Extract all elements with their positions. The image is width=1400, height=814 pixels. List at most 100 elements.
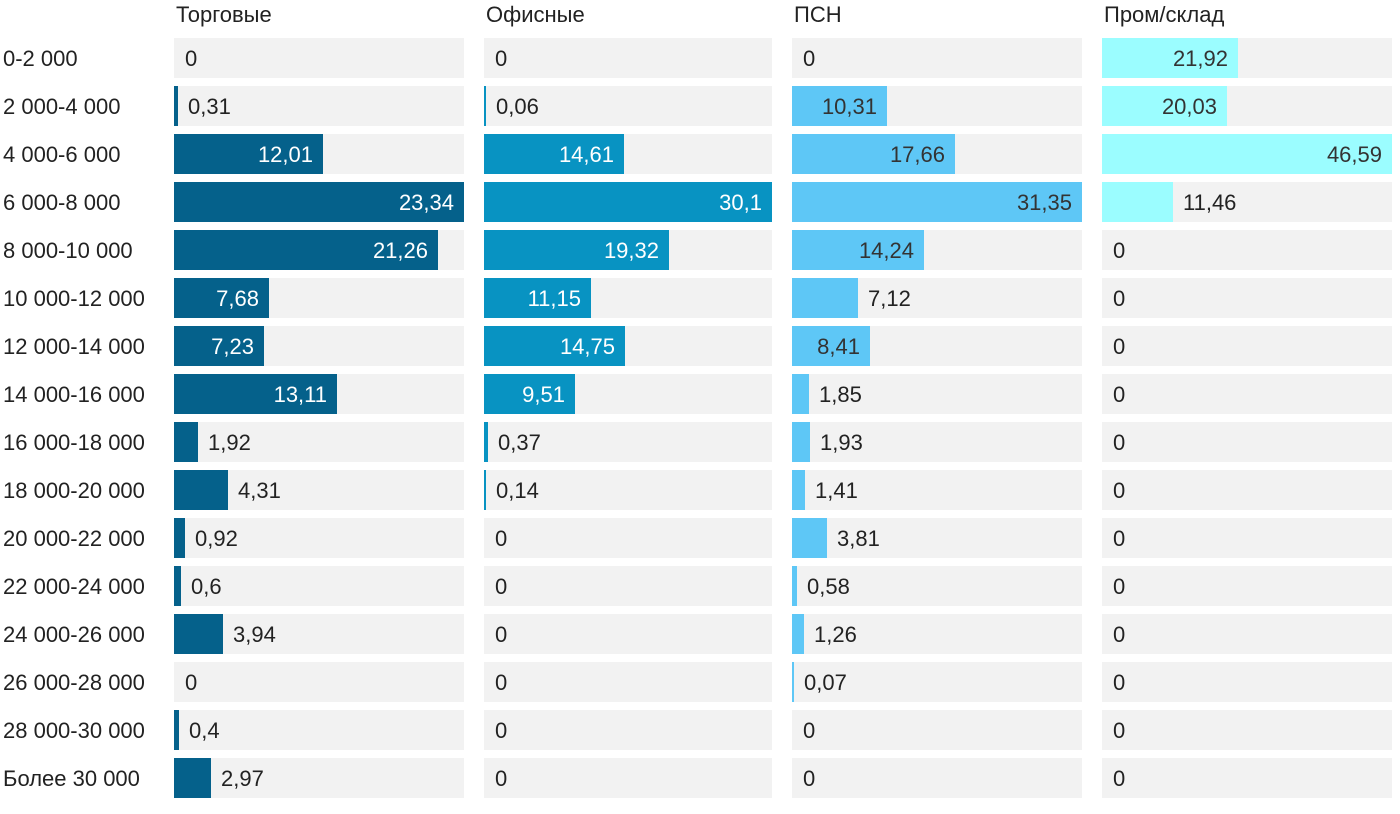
data-label: 19,32	[604, 238, 659, 263]
data-label: 0	[1113, 622, 1125, 647]
category-label: 10 000-12 000	[3, 286, 145, 311]
bar-track	[1102, 614, 1392, 654]
bar	[174, 518, 185, 558]
bar	[1102, 38, 1238, 78]
bar-track	[174, 38, 464, 78]
data-label: 1,85	[819, 382, 862, 407]
bar	[174, 470, 228, 510]
category-label: 18 000-20 000	[3, 478, 145, 503]
bar	[174, 230, 438, 270]
data-label: 14,24	[859, 238, 914, 263]
bar-track	[1102, 566, 1392, 606]
panel: 0 10,31 17,66 31,35 14,24 7,12 8,41 1,85 1,93 1,4…	[792, 38, 1082, 798]
category-label: 4 000-6 000	[3, 142, 120, 167]
bar	[1102, 86, 1227, 126]
category-label: 22 000-24 000	[3, 574, 145, 599]
bar-track	[792, 662, 1082, 702]
bar	[174, 86, 178, 126]
bar-track	[484, 710, 772, 750]
bar-track	[174, 662, 464, 702]
panel: 0 0,06 14,61 30,1 19,32 11,15 14,75 9,51 0,37 0,1…	[484, 38, 772, 798]
bar-track	[792, 374, 1082, 414]
bar-track	[484, 614, 772, 654]
data-label: 0,31	[188, 94, 231, 119]
data-label: 0	[1113, 286, 1125, 311]
bar	[174, 326, 264, 366]
bar	[484, 182, 772, 222]
bar	[484, 326, 625, 366]
bar	[792, 86, 887, 126]
panel: 21,92 20,03 46,59 11,46 0 0 0 0 0 0 0 0 0 0 0 0	[1102, 38, 1392, 798]
bar-track	[174, 422, 464, 462]
data-label: 9,51	[522, 382, 565, 407]
category-label: Более 30 000	[3, 766, 140, 791]
data-label: 7,68	[216, 286, 259, 311]
bar	[484, 86, 486, 126]
bar-track	[484, 470, 772, 510]
bar-track	[1102, 278, 1392, 318]
bar-track	[174, 86, 464, 126]
data-label: 11,46	[1183, 190, 1236, 215]
data-label: 4,31	[238, 478, 281, 503]
category-label: 20 000-22 000	[3, 526, 145, 551]
bar	[792, 374, 809, 414]
bar-track	[792, 470, 1082, 510]
data-label: 0	[185, 670, 197, 695]
data-label: 0,06	[496, 94, 539, 119]
panel: 0 0,31 12,01 23,34 21,26 7,68 7,23 13,11 1,92 4,3…	[174, 38, 464, 798]
bar-track	[484, 566, 772, 606]
bar	[174, 374, 337, 414]
data-label: 0,14	[496, 478, 539, 503]
bar-track	[484, 38, 772, 78]
bar-track	[1102, 374, 1392, 414]
data-label: 3,94	[233, 622, 276, 647]
bar	[792, 470, 805, 510]
data-label: 21,92	[1173, 46, 1228, 71]
panel-title: ПСН	[794, 2, 842, 27]
data-label: 7,12	[868, 286, 911, 311]
data-label: 2,97	[221, 766, 264, 791]
data-label: 12,01	[258, 142, 313, 167]
bar	[484, 134, 624, 174]
data-label: 0	[495, 718, 507, 743]
data-label: 0	[1113, 238, 1125, 263]
bar	[792, 134, 955, 174]
data-label: 21,26	[373, 238, 428, 263]
data-label: 0	[803, 718, 815, 743]
data-label: 20,03	[1162, 94, 1217, 119]
data-label: 1,92	[208, 430, 251, 455]
bar	[174, 422, 198, 462]
bar-track	[792, 758, 1082, 798]
bar-track	[174, 710, 464, 750]
bar	[1102, 134, 1392, 174]
bar	[484, 278, 591, 318]
bar	[792, 662, 794, 702]
data-label: 0	[1113, 718, 1125, 743]
bar	[174, 614, 223, 654]
bar	[792, 422, 810, 462]
data-label: 11,15	[528, 286, 581, 311]
bar-track	[1102, 518, 1392, 558]
bar	[792, 518, 827, 558]
bar-track	[484, 518, 772, 558]
bar	[792, 614, 804, 654]
bar-track	[174, 758, 464, 798]
data-label: 14,61	[559, 142, 614, 167]
bar	[792, 230, 924, 270]
data-label: 0,07	[804, 670, 847, 695]
bar-track	[792, 614, 1082, 654]
bar	[174, 566, 181, 606]
data-label: 0	[495, 574, 507, 599]
data-label: 0	[1113, 334, 1125, 359]
bar-track	[792, 710, 1082, 750]
data-label: 23,34	[399, 190, 454, 215]
data-label: 46,59	[1327, 142, 1382, 167]
bar	[174, 134, 323, 174]
data-label: 7,23	[211, 334, 254, 359]
bar	[174, 278, 269, 318]
category-label: 28 000-30 000	[3, 718, 145, 743]
data-label: 3,81	[837, 526, 880, 551]
data-label: 0,92	[195, 526, 238, 551]
bar	[1102, 182, 1173, 222]
bar	[174, 182, 464, 222]
